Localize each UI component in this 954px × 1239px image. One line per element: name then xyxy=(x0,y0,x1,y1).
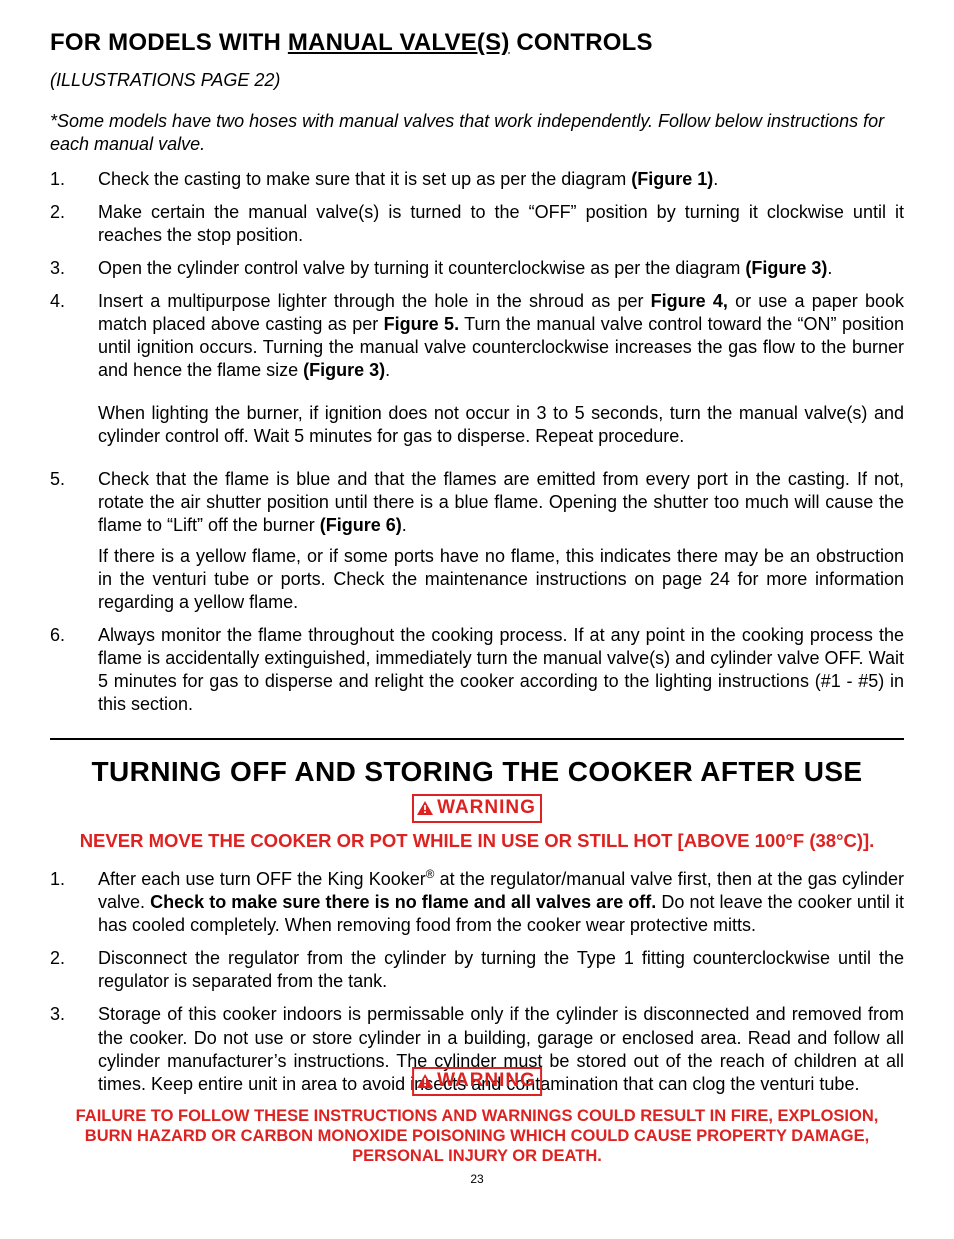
warning-footer: FAILURE TO FOLLOW THESE INSTRUCTIONS AND… xyxy=(50,1106,904,1166)
list-number: 3. xyxy=(50,257,65,280)
body-text: Open the cylinder control valve by turni… xyxy=(98,258,745,278)
warning-badge: WARNING xyxy=(412,1067,542,1095)
list-number: 1. xyxy=(50,168,65,191)
figure-ref: Figure 4, xyxy=(651,291,728,311)
divider xyxy=(50,738,904,740)
heading-text-a: FOR MODELS WITH xyxy=(50,29,288,56)
model-note: *Some models have two hoses with manual … xyxy=(50,110,904,156)
body-text-bold: Check to make sure there is no flame and… xyxy=(150,892,656,912)
body-text: . xyxy=(827,258,832,278)
page-number: 23 xyxy=(50,1172,904,1187)
warning-label: WARNING xyxy=(437,1069,536,1093)
body-paragraph: When lighting the burner, if ignition do… xyxy=(98,402,904,448)
list-number: 4. xyxy=(50,290,65,313)
section-heading: FOR MODELS WITH MANUAL VALVE(S) CONTROLS xyxy=(50,28,904,59)
warning-triangle-icon xyxy=(416,800,434,816)
body-text: Check that the flame is blue and that th… xyxy=(98,469,904,535)
figure-ref: (Figure 1) xyxy=(631,169,713,189)
body-paragraph: If there is a yellow flame, or if some p… xyxy=(98,545,904,614)
warning-triangle-icon xyxy=(416,1073,434,1089)
instruction-list: 1. Check the casting to make sure that i… xyxy=(50,168,904,717)
list-item: 4. Insert a multipurpose lighter through… xyxy=(50,290,904,448)
list-item: 6. Always monitor the flame throughout t… xyxy=(50,624,904,716)
warning-statement: NEVER MOVE THE COOKER OR POT WHILE IN US… xyxy=(50,827,904,855)
list-item: 3. Open the cylinder control valve by tu… xyxy=(50,257,904,280)
figure-ref: (Figure 3) xyxy=(745,258,827,278)
list-item: 2. Make certain the manual valve(s) is t… xyxy=(50,201,904,247)
body-text: Insert a multipurpose lighter through th… xyxy=(98,291,651,311)
warning-badge-inline: WARNING xyxy=(412,1063,542,1099)
heading-text-underline: MANUAL VALVE(S) xyxy=(288,29,510,56)
body-text: . xyxy=(402,515,407,535)
body-text: . xyxy=(385,360,390,380)
heading-text-b: CONTROLS xyxy=(510,29,653,56)
list-number: 3. xyxy=(50,1003,65,1026)
section-2-header: TURNING OFF AND STORING THE COOKER AFTER… xyxy=(50,754,904,854)
body-text: After each use turn OFF the King Kooker xyxy=(98,869,426,889)
section-heading: TURNING OFF AND STORING THE COOKER AFTER… xyxy=(50,754,904,790)
illustrations-ref: (ILLUSTRATIONS PAGE 22) xyxy=(50,69,904,92)
list-item: 5. Check that the flame is blue and that… xyxy=(50,468,904,614)
list-item: 3. Storage of this cooker indoors is per… xyxy=(50,1003,904,1095)
figure-ref: Figure 5. xyxy=(384,314,459,334)
list-number: 2. xyxy=(50,947,65,970)
warning-badge: WARNING xyxy=(412,794,542,822)
list-number: 6. xyxy=(50,624,65,647)
figure-ref: (Figure 6) xyxy=(320,515,402,535)
list-number: 1. xyxy=(50,868,65,891)
storage-list: 1. After each use turn OFF the King Kook… xyxy=(50,868,904,1095)
body-text: Disconnect the regulator from the cylind… xyxy=(98,948,904,991)
body-text: Make certain the manual valve(s) is turn… xyxy=(98,202,904,245)
list-item: 1. Check the casting to make sure that i… xyxy=(50,168,904,191)
list-number: 5. xyxy=(50,468,65,491)
warning-label: WARNING xyxy=(437,796,536,820)
figure-ref: (Figure 3) xyxy=(303,360,385,380)
list-number: 2. xyxy=(50,201,65,224)
list-item: 1. After each use turn OFF the King Kook… xyxy=(50,868,904,937)
body-text: Check the casting to make sure that it i… xyxy=(98,169,631,189)
list-item: 2. Disconnect the regulator from the cyl… xyxy=(50,947,904,993)
body-text: Always monitor the flame throughout the … xyxy=(98,625,904,714)
body-text: . xyxy=(713,169,718,189)
